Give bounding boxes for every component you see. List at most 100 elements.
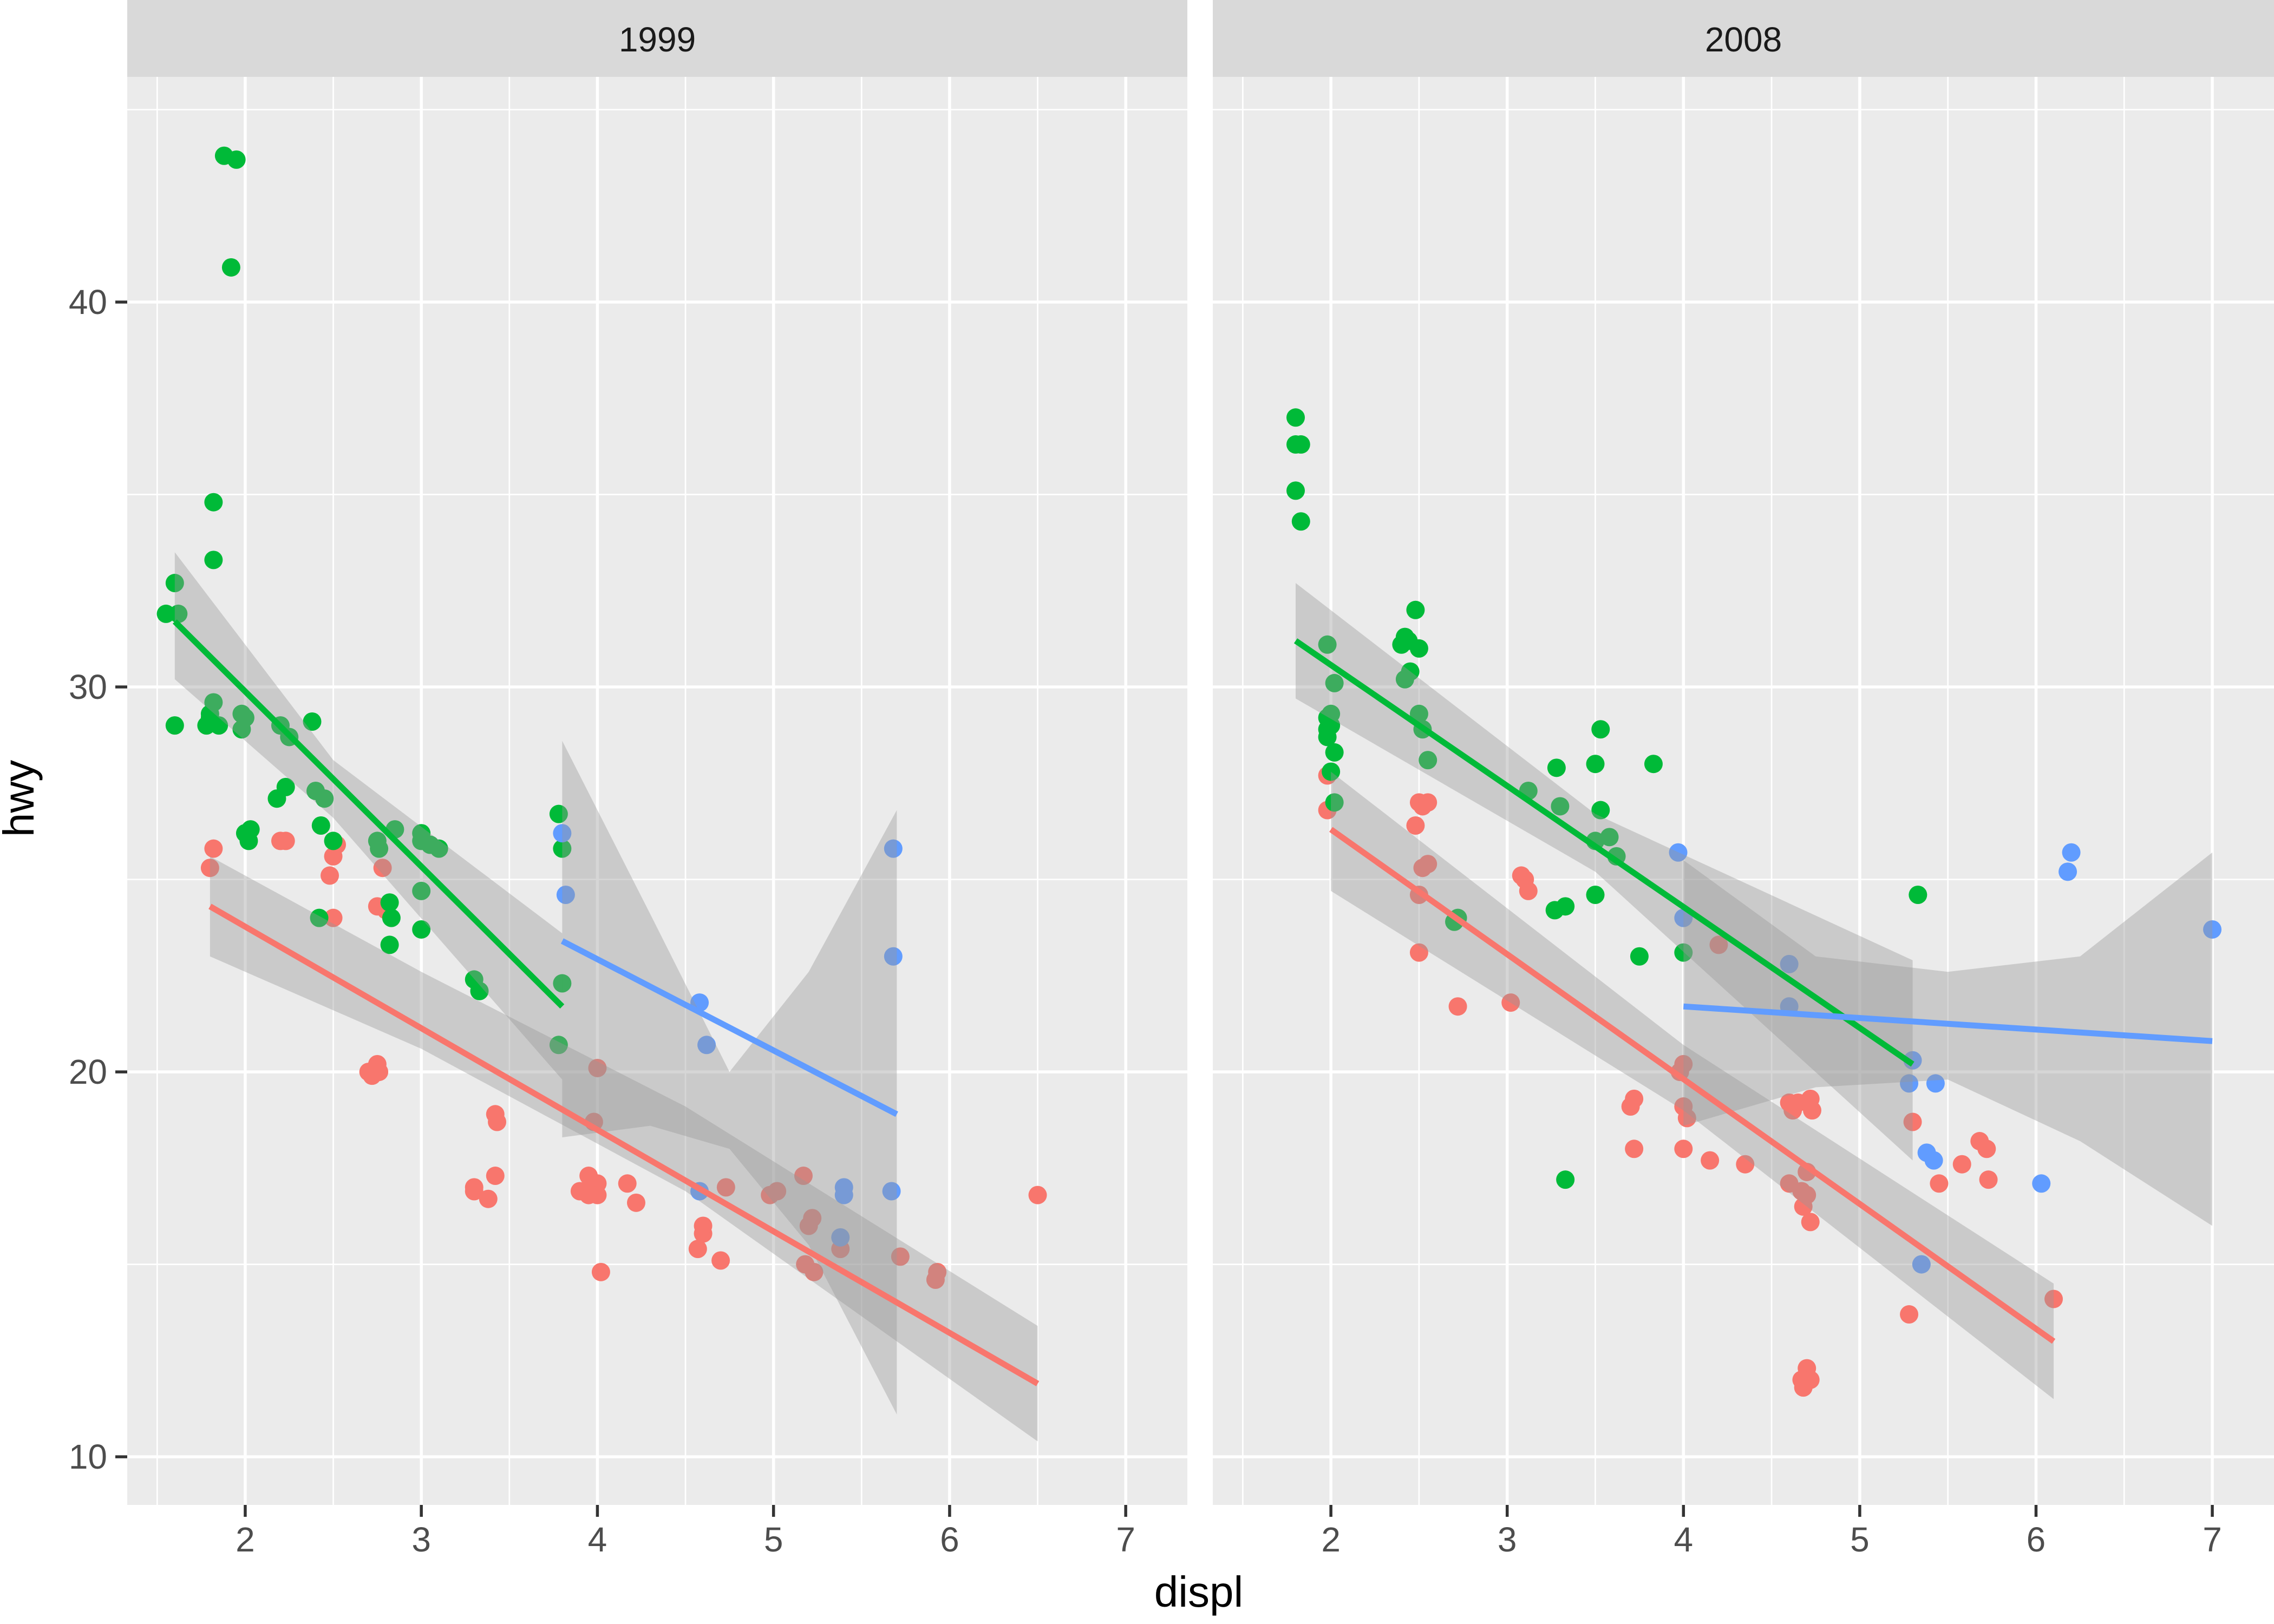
data-point-green xyxy=(470,981,489,1000)
x-tick-label: 5 xyxy=(1850,1520,1870,1559)
data-point-green xyxy=(1318,635,1337,654)
data-point-green xyxy=(380,893,399,912)
data-point-blue xyxy=(1924,1151,1943,1170)
confidence-band-green xyxy=(1296,583,1913,1161)
data-point-blue xyxy=(1912,1255,1931,1274)
fit-line-red xyxy=(1329,827,2056,1344)
data-point-blue xyxy=(2032,1174,2051,1193)
data-point-red xyxy=(1701,1151,1720,1170)
facet-panel-1999: 1999 2 3 4 5 6 7 xyxy=(127,0,1187,1559)
data-point-blue xyxy=(1900,1074,1919,1093)
data-point-red xyxy=(1621,1097,1640,1116)
x-tick-label: 4 xyxy=(588,1520,607,1559)
data-point-green xyxy=(380,935,399,954)
confidence-band-blue xyxy=(562,741,897,1415)
data-point-red xyxy=(276,831,295,850)
data-point-green xyxy=(276,777,295,796)
data-point-red xyxy=(1952,1155,1971,1174)
y-tick-label: 40 xyxy=(69,283,107,322)
facet-strip xyxy=(127,0,1187,77)
data-point-green xyxy=(1325,743,1344,762)
data-point-green xyxy=(370,839,389,858)
data-point-green xyxy=(549,1036,568,1055)
data-point-green xyxy=(1586,885,1605,904)
data-point-green xyxy=(310,908,329,927)
data-point-red xyxy=(716,1178,735,1197)
y-tick-label: 30 xyxy=(69,667,107,706)
data-point-green xyxy=(1556,1170,1575,1189)
data-point-red xyxy=(794,1167,813,1186)
data-point-blue xyxy=(1669,843,1688,862)
data-point-red xyxy=(1409,943,1428,962)
data-point-blue xyxy=(884,947,903,966)
facet-strip xyxy=(1213,0,2274,77)
data-point-red xyxy=(1900,1305,1919,1324)
data-point-red xyxy=(588,1186,607,1204)
data-point-green xyxy=(1395,670,1414,689)
fit-line-blue xyxy=(1683,1003,2213,1044)
x-tick-label: 2 xyxy=(236,1520,255,1559)
y-tick-label: 20 xyxy=(69,1052,107,1091)
fit-line-blue xyxy=(560,938,898,1117)
data-point-red xyxy=(1801,1370,1820,1389)
data-point-blue xyxy=(556,885,575,904)
data-point-blue xyxy=(2203,920,2222,939)
data-point-red xyxy=(1979,1170,1998,1189)
x-tick-label: 2 xyxy=(1321,1520,1341,1559)
data-point-green xyxy=(324,831,343,850)
data-point-red xyxy=(588,1058,607,1077)
x-tick-label: 7 xyxy=(2203,1520,2222,1559)
data-point-blue xyxy=(882,1182,901,1201)
data-point-red xyxy=(694,1216,713,1235)
data-point-green xyxy=(1325,793,1344,812)
data-point-red xyxy=(200,859,219,878)
data-point-green xyxy=(241,820,260,839)
data-point-green xyxy=(232,720,251,739)
data-point-red xyxy=(1977,1140,1996,1158)
data-point-green xyxy=(1291,512,1310,531)
data-point-blue xyxy=(697,1036,716,1055)
data-point-green xyxy=(553,839,572,858)
data-point-red xyxy=(486,1167,505,1186)
data-point-red xyxy=(1903,1112,1922,1131)
data-point-red xyxy=(1419,855,1437,874)
data-point-red xyxy=(1674,1055,1693,1073)
data-point-green xyxy=(1409,639,1428,658)
data-point-green xyxy=(1291,435,1310,454)
data-point-green xyxy=(1644,755,1663,774)
data-point-green xyxy=(210,716,228,735)
x-tick-label: 4 xyxy=(1674,1520,1694,1559)
y-tick-label: 10 xyxy=(69,1437,107,1476)
data-point-green xyxy=(165,574,184,593)
data-point-green xyxy=(169,604,188,623)
data-point-red xyxy=(324,908,343,927)
data-point-green xyxy=(1586,755,1605,774)
data-point-red xyxy=(1519,881,1538,900)
x-axis-title: displ xyxy=(1154,1568,1244,1616)
data-point-blue xyxy=(553,824,572,843)
facet-strip-label: 2008 xyxy=(1705,20,1782,59)
data-point-green xyxy=(1409,704,1428,723)
data-point-blue xyxy=(1780,954,1799,973)
data-point-blue xyxy=(2062,843,2081,862)
fit-line-red xyxy=(208,903,1040,1386)
data-point-green xyxy=(1419,751,1437,770)
data-point-red xyxy=(688,1240,707,1259)
data-point-red xyxy=(1709,935,1728,954)
data-point-green xyxy=(1591,801,1610,820)
panel-background xyxy=(1213,77,2274,1505)
data-point-red xyxy=(1674,1140,1693,1158)
data-point-red xyxy=(626,1193,645,1212)
data-point-red xyxy=(1801,1213,1820,1232)
data-point-red xyxy=(2044,1289,2063,1308)
data-point-green xyxy=(382,908,401,927)
data-point-green xyxy=(1547,758,1566,777)
data-point-green xyxy=(1591,720,1610,739)
data-point-red xyxy=(618,1174,637,1193)
data-point-green xyxy=(553,974,572,993)
facet-panel-2008: 2008 2 3 4 5 6 7 xyxy=(1213,0,2274,1559)
data-point-red xyxy=(321,866,339,885)
data-point-red xyxy=(1677,1109,1696,1128)
data-point-green xyxy=(1406,600,1425,619)
